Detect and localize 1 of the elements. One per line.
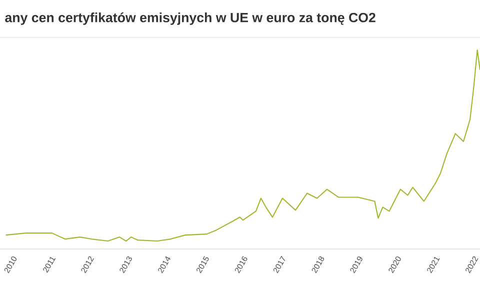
chart-title: any cen certyfikatów emisyjnych w UE w euro za tonę CO2 (5, 12, 376, 25)
